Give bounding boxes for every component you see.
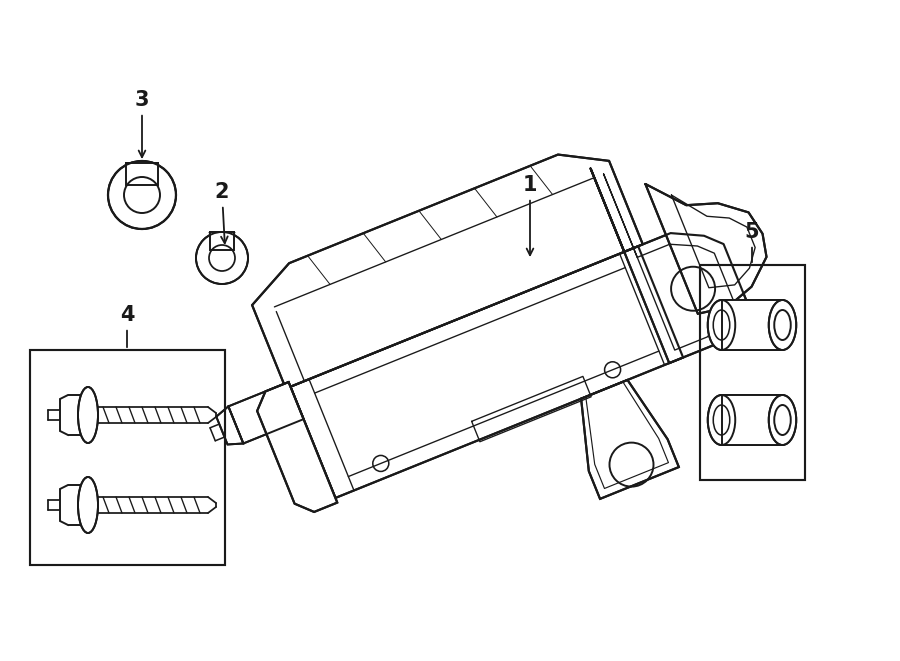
Polygon shape [581, 380, 679, 499]
Ellipse shape [78, 387, 98, 443]
Text: 1: 1 [523, 175, 537, 255]
Ellipse shape [108, 161, 176, 229]
Ellipse shape [707, 395, 735, 445]
Polygon shape [590, 169, 746, 363]
Text: 4: 4 [120, 305, 134, 347]
Ellipse shape [769, 395, 796, 445]
Polygon shape [291, 246, 683, 498]
Polygon shape [126, 163, 158, 185]
Bar [700, 265, 805, 480]
Polygon shape [229, 382, 303, 444]
Polygon shape [722, 300, 782, 350]
Polygon shape [722, 395, 782, 445]
Polygon shape [60, 485, 88, 525]
Polygon shape [216, 407, 243, 444]
Polygon shape [252, 155, 643, 389]
Ellipse shape [769, 300, 796, 350]
Polygon shape [60, 395, 88, 435]
Bar [30, 350, 225, 565]
Ellipse shape [196, 232, 248, 284]
Polygon shape [210, 232, 234, 250]
Ellipse shape [78, 477, 98, 533]
Ellipse shape [707, 300, 735, 350]
Polygon shape [257, 382, 338, 512]
Text: 2: 2 [215, 182, 230, 243]
Text: 5: 5 [744, 222, 760, 262]
Text: 3: 3 [135, 90, 149, 157]
Polygon shape [645, 184, 767, 314]
